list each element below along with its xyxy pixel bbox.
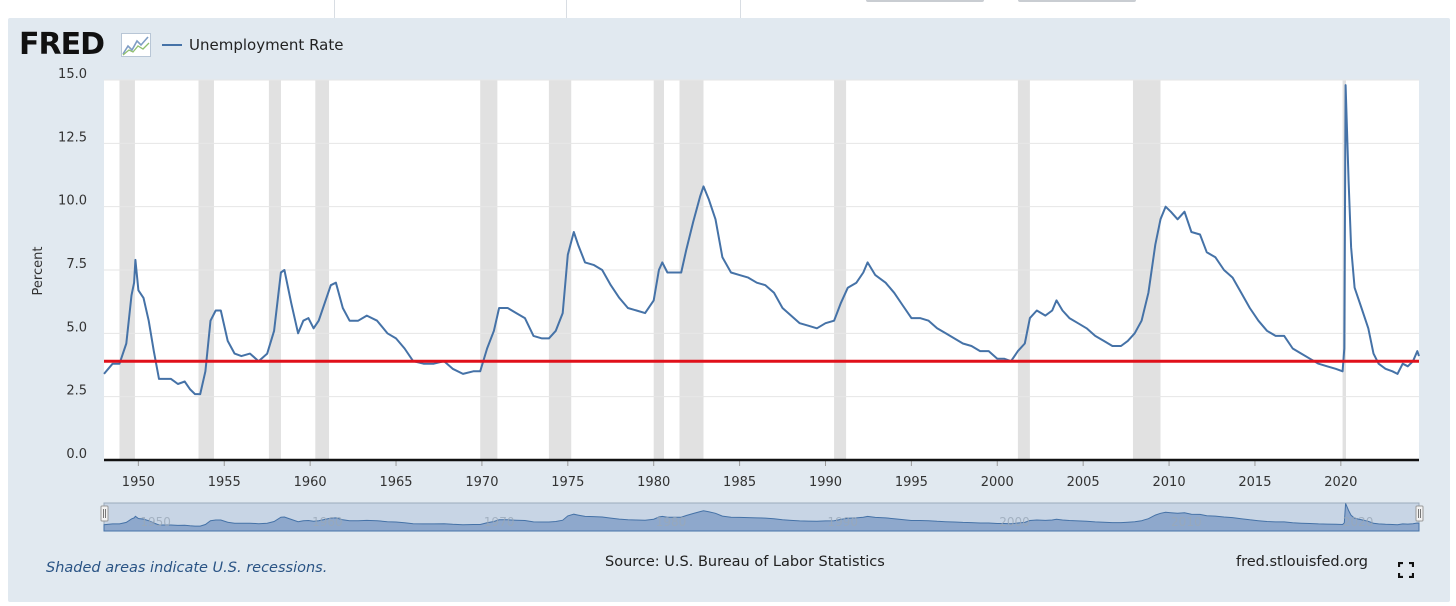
- x-tick-label: 1995: [895, 475, 928, 490]
- navigator-label: 2020: [1343, 515, 1374, 529]
- y-tick-label: 0.0: [66, 447, 87, 462]
- top-toolbar-strip: [0, 0, 1456, 18]
- navigator-label: 1980: [656, 515, 687, 529]
- y-tick-label: 15.0: [58, 67, 87, 82]
- y-tick-label: 10.0: [58, 194, 87, 209]
- chart[interactable]: 0.0 2.5 5.0 7.5 10.0 12.5 15.0 1950 1955 1960 196…: [0, 0, 1456, 540]
- series-line: [103, 84, 1420, 396]
- navigator-series: [103, 503, 1420, 532]
- y-axis-title: Percent: [31, 247, 46, 296]
- y-axis-labels: 0.0 2.5 5.0 7.5 10.0 12.5 15.0: [58, 67, 87, 462]
- y-tick-label: 2.5: [66, 384, 87, 399]
- toolbar-divider: [740, 0, 741, 18]
- grid-lines: [104, 79, 1419, 398]
- navigator-label: 2010: [1171, 515, 1202, 529]
- x-tick-label: 1965: [379, 475, 412, 490]
- x-tick-label: 2000: [981, 475, 1014, 490]
- x-tick-label: 2005: [1067, 475, 1100, 490]
- y-tick-label: 12.5: [58, 130, 87, 145]
- navigator-handle-icon[interactable]: [100, 505, 109, 522]
- toolbar-control[interactable]: [1018, 0, 1136, 2]
- toolbar-divider: [566, 0, 567, 18]
- x-tick-label: 2020: [1324, 475, 1357, 490]
- x-tick-label: 1960: [294, 475, 327, 490]
- source-text: Source: U.S. Bureau of Labor Statistics: [605, 554, 885, 570]
- y-tick-label: 7.5: [66, 257, 87, 272]
- x-tick-label: 2010: [1153, 475, 1186, 490]
- fullscreen-icon[interactable]: [1398, 562, 1414, 578]
- legend-label: Unemployment Rate: [189, 36, 344, 54]
- x-tick-label: 1975: [551, 475, 584, 490]
- toolbar-control[interactable]: [866, 0, 984, 2]
- site-link[interactable]: fred.stlouisfed.org: [1236, 554, 1369, 570]
- chart-legend[interactable]: Unemployment Rate: [162, 35, 343, 55]
- navigator-label: 1990: [827, 515, 858, 529]
- x-tick-label: 1950: [122, 475, 155, 490]
- navigator-label: 2000: [999, 515, 1030, 529]
- x-tick-label: 1990: [809, 475, 842, 490]
- navigator-handle-icon[interactable]: [1415, 505, 1424, 522]
- x-tick-label: 2015: [1238, 475, 1271, 490]
- legend-swatch: [162, 44, 182, 46]
- navigator[interactable]: 1950 1960 1970 1980 1990 2000 2010 2020: [100, 502, 1424, 532]
- navigator-label: 1950: [140, 515, 171, 529]
- x-axis-labels: 1950 1955 1960 1965 1970 1975 1980 1985 1990 1995…: [122, 460, 1357, 490]
- recession-note: Shaded areas indicate U.S. recessions.: [46, 560, 328, 576]
- toolbar-divider: [334, 0, 335, 18]
- series-group: [103, 84, 1420, 396]
- fred-logo-chart-icon: [121, 33, 151, 57]
- x-tick-label: 1985: [723, 475, 756, 490]
- x-tick-label: 1955: [208, 475, 241, 490]
- x-tick-label: 1970: [465, 475, 498, 490]
- y-tick-label: 5.0: [66, 320, 87, 335]
- x-tick-label: 1980: [637, 475, 670, 490]
- navigator-label: 1970: [484, 515, 515, 529]
- fred-logo[interactable]: FRED: [19, 27, 105, 62]
- navigator-label: 1960: [312, 515, 343, 529]
